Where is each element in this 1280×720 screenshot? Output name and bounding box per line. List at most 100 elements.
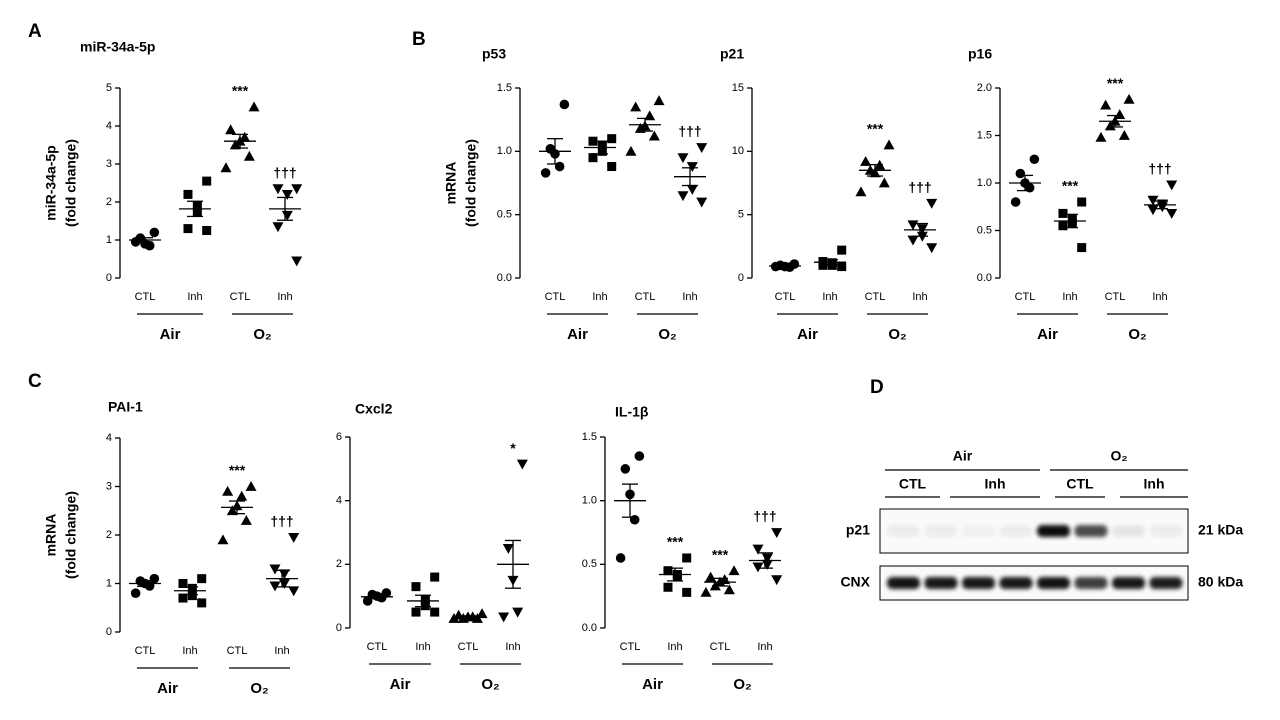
row-label: p21 <box>846 522 870 538</box>
x-tick-label: CTL <box>1015 291 1036 303</box>
significance: *** <box>867 121 884 137</box>
y-tick-label: 2 <box>106 196 112 208</box>
data-point <box>907 220 919 231</box>
data-point <box>837 262 847 272</box>
blot-band <box>962 525 995 537</box>
y-tick-label: 0 <box>738 272 744 284</box>
data-point <box>225 124 237 135</box>
sem-bar <box>667 567 683 582</box>
blot-band <box>1037 525 1070 537</box>
group-label: Air <box>390 676 411 693</box>
y-tick-label: 3 <box>106 158 112 170</box>
data-point <box>907 235 919 246</box>
significance: *** <box>232 83 249 99</box>
data-point <box>663 566 673 576</box>
data-point <box>149 227 160 238</box>
sem-bar <box>460 615 476 619</box>
sem-bar <box>622 483 638 518</box>
significance: *** <box>712 546 729 562</box>
sem-bar <box>415 594 431 608</box>
significance: *** <box>667 534 684 550</box>
group-label: O₂ <box>1110 448 1127 464</box>
data-point <box>197 598 207 608</box>
row-size: 80 kDa <box>1198 574 1243 590</box>
data-point <box>860 155 872 166</box>
data-point <box>696 143 708 154</box>
data-point <box>597 146 607 156</box>
significance: ††† <box>753 508 776 524</box>
chart-title: IL-1β <box>615 404 649 420</box>
data-point <box>559 99 570 110</box>
panel-letter: C <box>28 371 42 392</box>
data-point <box>752 544 764 555</box>
x-tick-label: Inh <box>1152 291 1167 303</box>
data-point <box>607 162 617 172</box>
x-tick-label: Inh <box>682 291 697 303</box>
data-point <box>1166 180 1178 191</box>
data-point <box>183 189 193 199</box>
sem-bar <box>182 586 198 596</box>
sem-bar <box>637 117 653 132</box>
x-tick-label: CTL <box>367 641 388 653</box>
chart-title: Cxcl2 <box>355 401 393 417</box>
panel-letter: D <box>870 377 884 398</box>
data-point <box>630 101 642 112</box>
data-point <box>240 514 252 525</box>
data-point <box>1100 99 1112 110</box>
data-point <box>220 162 232 173</box>
x-tick-label: CTL <box>458 641 479 653</box>
y-tick-label: 0.0 <box>582 622 597 634</box>
y-tick-label: 2.0 <box>977 82 992 94</box>
x-tick-label: CTL <box>1105 291 1126 303</box>
x-tick-label: Inh <box>187 291 202 303</box>
group-label: O₂ <box>733 676 751 693</box>
y-tick-label: 1 <box>106 577 112 589</box>
significance: ††† <box>908 179 931 195</box>
y-axis-label: (fold change) <box>463 139 479 227</box>
y-tick-label: 0.5 <box>497 209 512 221</box>
sem-bar <box>682 167 698 187</box>
data-point <box>430 572 440 582</box>
data-point <box>629 514 640 525</box>
data-point <box>291 184 303 195</box>
data-point <box>682 587 692 597</box>
data-point <box>243 150 255 161</box>
y-tick-label: 1.5 <box>497 82 512 94</box>
data-point <box>217 534 229 545</box>
y-tick-label: 4 <box>336 495 342 507</box>
sem-bar <box>505 539 521 589</box>
data-point <box>281 190 293 200</box>
data-point <box>597 140 607 150</box>
data-point <box>362 596 373 606</box>
group-label: Air <box>160 326 181 343</box>
data-point <box>411 582 421 592</box>
data-point <box>1156 202 1168 213</box>
blot-band <box>924 577 958 589</box>
y-tick-label: 2 <box>106 529 112 541</box>
data-point <box>607 134 617 144</box>
row-size: 21 kDa <box>1198 522 1243 538</box>
y-tick-label: 0.5 <box>582 558 597 570</box>
group-label: Air <box>797 326 818 343</box>
sem-bar <box>712 577 728 587</box>
x-tick-label: CTL <box>135 291 156 303</box>
data-point <box>672 572 682 582</box>
sem-bar <box>1152 200 1168 210</box>
y-tick-label: 5 <box>738 209 744 221</box>
row-label: CNX <box>840 574 870 590</box>
data-point <box>878 177 890 188</box>
y-tick-label: 1.0 <box>582 495 597 507</box>
x-tick-label: CTL <box>710 641 731 653</box>
x-tick-label: CTL <box>635 291 656 303</box>
x-tick-label: CTL <box>545 291 566 303</box>
blot-band <box>1074 577 1108 589</box>
data-point <box>677 191 689 202</box>
x-tick-label: CTL <box>135 645 156 657</box>
data-point <box>236 490 248 501</box>
blot-band <box>924 525 958 537</box>
data-point <box>476 608 488 619</box>
data-point <box>130 588 141 598</box>
x-tick-label: Inh <box>182 645 197 657</box>
data-point <box>686 162 698 173</box>
